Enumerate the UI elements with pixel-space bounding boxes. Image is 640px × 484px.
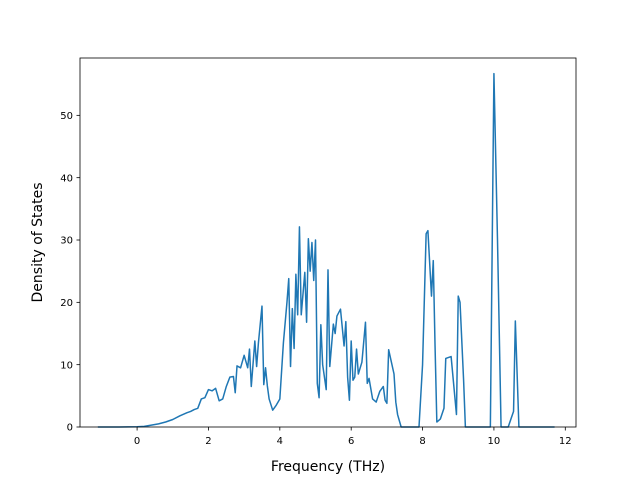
x-tick-label: 6 <box>348 436 354 447</box>
y-axis-label: Density of States <box>30 183 46 303</box>
x-tick-label: 12 <box>559 436 572 447</box>
y-tick-label: 50 <box>60 111 73 122</box>
x-tick-label: 8 <box>419 436 425 447</box>
x-tick-label: 4 <box>277 436 283 447</box>
dos-series-line <box>97 72 555 428</box>
x-tick-label: 2 <box>205 436 211 447</box>
y-tick-label: 40 <box>60 173 73 184</box>
plot-area <box>97 72 555 428</box>
y-tick-label: 10 <box>60 360 73 371</box>
y-tick-label: 30 <box>60 236 73 247</box>
y-tick-label: 0 <box>67 423 73 434</box>
x-axis-label: Frequency (THz) <box>271 459 385 475</box>
x-tick-label: 10 <box>488 436 501 447</box>
y-tick-label: 20 <box>60 298 73 309</box>
axes-frame <box>79 57 577 428</box>
x-axis-ticks: 0 2 4 6 8 10 12 <box>134 427 572 447</box>
y-axis-ticks: 0 10 20 30 40 50 <box>60 111 80 434</box>
x-tick-label: 0 <box>134 436 140 447</box>
